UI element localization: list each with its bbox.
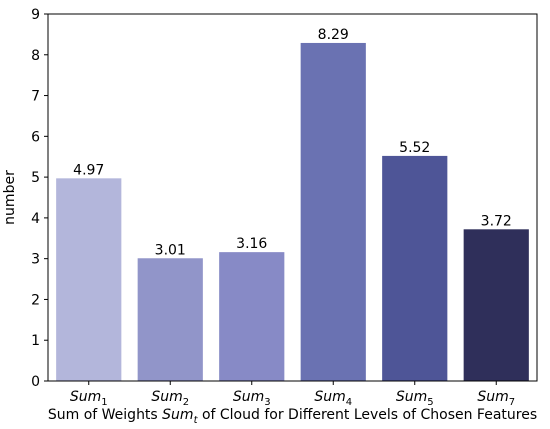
value-label: 3.72 — [481, 213, 512, 229]
x-axis-label-after: of Cloud for Different Levels of Chosen … — [198, 407, 538, 423]
y-tick-label: 5 — [31, 170, 40, 186]
y-tick-label: 6 — [31, 129, 40, 145]
y-tick-label: 8 — [31, 48, 40, 64]
y-tick-label: 7 — [31, 89, 40, 105]
y-tick-label: 2 — [31, 292, 40, 308]
x-axis-label-italic: Sum — [162, 407, 193, 423]
x-tick-label: Sum1 — [70, 389, 108, 408]
value-labels-group: 4.97 3.01 3.16 8.29 5.52 3.72 — [73, 27, 512, 258]
x-axis: Sum1 Sum2 Sum3 Sum4 Sum5 Sum7 — [70, 381, 515, 408]
x-axis-label-before: Sum of Weights — [48, 407, 162, 423]
y-tick-label: 1 — [31, 333, 40, 349]
bar-sum4 — [300, 42, 366, 382]
value-label: 5.52 — [399, 140, 430, 156]
x-axis-label: Sum of Weights Sumt of Cloud for Differe… — [48, 407, 537, 426]
y-axis-label: number — [2, 170, 18, 225]
y-tick-label: 9 — [31, 7, 40, 23]
y-axis: 0 1 2 3 4 5 6 7 8 9 — [31, 7, 48, 390]
bar-sum5 — [382, 155, 448, 381]
x-tick-label: Sum3 — [233, 389, 271, 408]
x-tick-label: Sum2 — [151, 389, 189, 408]
x-tick-label: Sum5 — [396, 389, 434, 408]
y-tick-label: 3 — [31, 252, 40, 268]
bar-sum7 — [463, 229, 529, 381]
x-tick-label: Sum4 — [314, 389, 352, 408]
x-tick-label: Sum7 — [477, 389, 515, 408]
x-axis-label-sub: t — [194, 415, 199, 426]
value-label: 3.01 — [155, 242, 186, 258]
bars-group — [56, 42, 529, 382]
value-label: 8.29 — [318, 27, 349, 43]
y-tick-label: 4 — [31, 211, 40, 227]
bar-sum2 — [137, 258, 203, 381]
plot-frame — [47, 13, 538, 382]
y-tick-label: 0 — [31, 374, 40, 390]
value-label: 3.16 — [236, 236, 267, 252]
value-label: 4.97 — [73, 162, 104, 178]
bar-sum3 — [219, 252, 285, 381]
bar-sum1 — [56, 178, 122, 381]
